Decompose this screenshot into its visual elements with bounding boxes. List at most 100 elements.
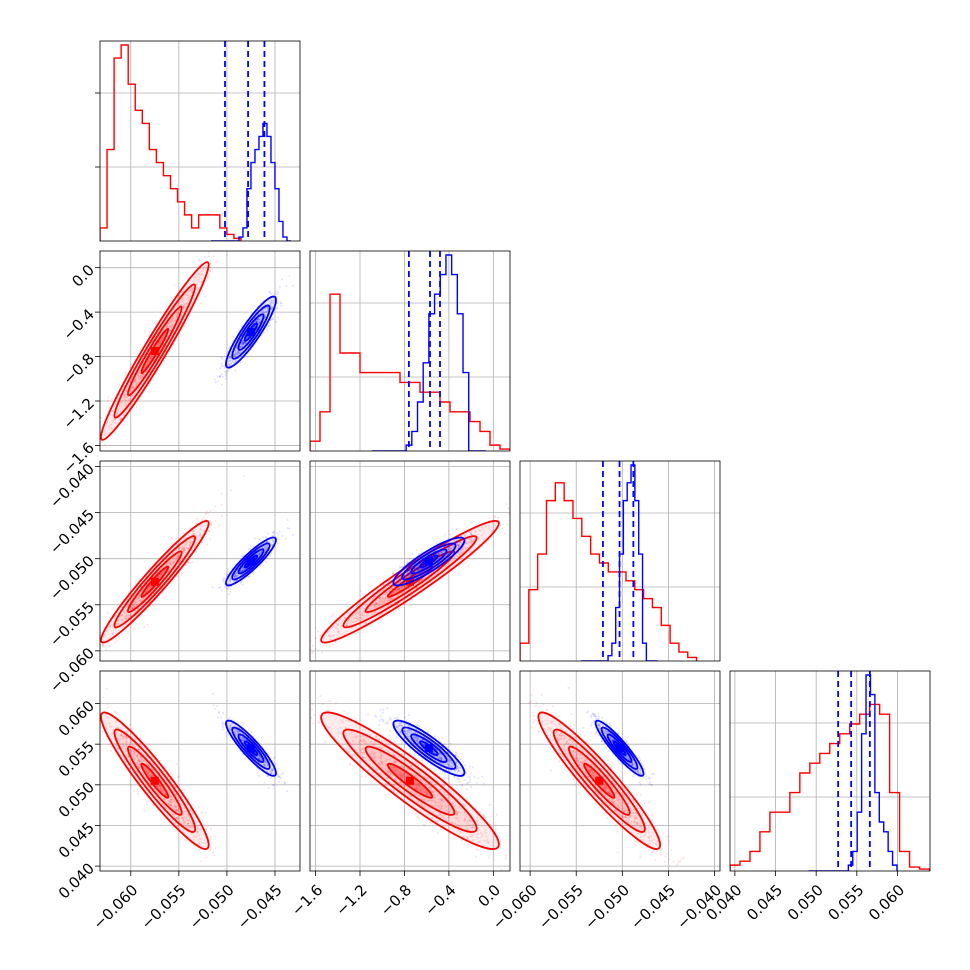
- scatter-point: [354, 612, 357, 615]
- scatter-point: [382, 602, 385, 605]
- scatter-point: [129, 613, 132, 616]
- scatter-point: [346, 620, 349, 623]
- scatter-point: [229, 587, 232, 590]
- scatter-point: [172, 559, 175, 562]
- scatter-point: [161, 802, 164, 805]
- scatter-point: [240, 325, 243, 328]
- scatter-point: [357, 612, 360, 615]
- scatter-point: [284, 537, 287, 540]
- scatter-point: [185, 542, 188, 545]
- scatter-point: [131, 603, 134, 606]
- scatter-point: [134, 379, 137, 382]
- scatter-point: [169, 799, 172, 802]
- scatter-point: [383, 588, 386, 591]
- scatter-point: [384, 602, 387, 605]
- scatter-point: [186, 818, 189, 821]
- scatter-point: [453, 539, 456, 542]
- scatter-point: [398, 581, 401, 584]
- scatter-point: [343, 617, 346, 620]
- scatter-point: [525, 514, 527, 516]
- scatter-point: [145, 770, 148, 773]
- scatter-point: [437, 552, 440, 555]
- scatter-point: [255, 319, 258, 322]
- scatter-point: [398, 578, 401, 581]
- scatter-point: [411, 575, 414, 578]
- scatter-point: [46, 506, 48, 508]
- scatter-point: [219, 374, 222, 377]
- scatter-point: [214, 846, 217, 849]
- scatter-point: [220, 362, 223, 365]
- scatter-point: [267, 325, 270, 328]
- scatter-point: [217, 235, 219, 237]
- scatter-point: [171, 315, 174, 318]
- scatter-point: [196, 830, 199, 833]
- scatter-point: [170, 798, 173, 801]
- scatter-point: [461, 548, 464, 551]
- scatter-point: [458, 553, 461, 556]
- scatter-point: [480, 534, 483, 537]
- scatter-point: [286, 527, 289, 530]
- scatter-point: [277, 542, 280, 545]
- scatter-point: [184, 544, 187, 547]
- scatter-point: [138, 763, 141, 766]
- scatter-point: [106, 703, 109, 706]
- scatter-point: [482, 538, 485, 541]
- scatter-point: [166, 325, 169, 328]
- scatter-point: [175, 556, 178, 559]
- scatter-point: [112, 421, 115, 424]
- scatter-point: [188, 545, 191, 548]
- scatter-point: [392, 574, 395, 577]
- scatter-point: [236, 353, 239, 356]
- scatter-point: [470, 539, 473, 542]
- scatter-point: [122, 414, 125, 417]
- scatter-point: [374, 601, 377, 604]
- scatter-point: [454, 541, 457, 544]
- panel-frame: [309, 460, 511, 662]
- scatter-point: [270, 293, 273, 296]
- scatter-point: [101, 730, 104, 733]
- scatter-point: [396, 594, 399, 597]
- scatter-point: [410, 584, 413, 587]
- scatter-point: [224, 867, 227, 870]
- scatter-point: [464, 547, 467, 550]
- scatter-point: [252, 545, 255, 548]
- scatter-point: [137, 378, 140, 381]
- panel-frame: [519, 460, 721, 662]
- scatter-point: [216, 375, 219, 378]
- scatter-point: [457, 547, 460, 550]
- scatter-point: [229, 355, 232, 358]
- scatter-point: [263, 545, 266, 548]
- scatter-point: [417, 568, 420, 571]
- scatter-point: [189, 825, 192, 828]
- scatter-point: [270, 302, 273, 305]
- scatter-point: [375, 602, 378, 605]
- scatter-point: [234, 574, 237, 577]
- scatter-point: [126, 387, 129, 390]
- scatter-point: [534, 502, 536, 504]
- scatter-point: [224, 586, 227, 589]
- scatter-point: [331, 626, 334, 629]
- scatter-point: [149, 586, 152, 589]
- scatter-point: [234, 353, 237, 356]
- scatter-point: [127, 754, 130, 757]
- corner-panels: −1.6−1.2−0.8−0.40.0−0.060−0.055−0.050−0.…: [46, 40, 931, 933]
- scatter-point: [234, 359, 237, 362]
- scatter-point: [108, 625, 111, 628]
- scatter-point: [391, 597, 394, 600]
- scatter-point: [280, 278, 283, 281]
- scatter-point: [208, 538, 211, 541]
- scatter-point: [466, 542, 469, 545]
- scatter-point: [241, 342, 244, 345]
- scatter-point: [119, 417, 122, 420]
- scatter-point: [329, 635, 332, 638]
- scatter-point: [367, 584, 370, 587]
- scatter-point: [233, 361, 236, 364]
- scatter-point: [524, 504, 526, 506]
- scatter-point: [242, 341, 245, 344]
- grid-lines: [310, 461, 510, 661]
- scatter-point: [172, 320, 175, 323]
- scatter-point: [408, 571, 411, 574]
- scatter-point: [400, 581, 403, 584]
- scatter-point: [119, 401, 122, 404]
- scatter-point: [80, 694, 82, 696]
